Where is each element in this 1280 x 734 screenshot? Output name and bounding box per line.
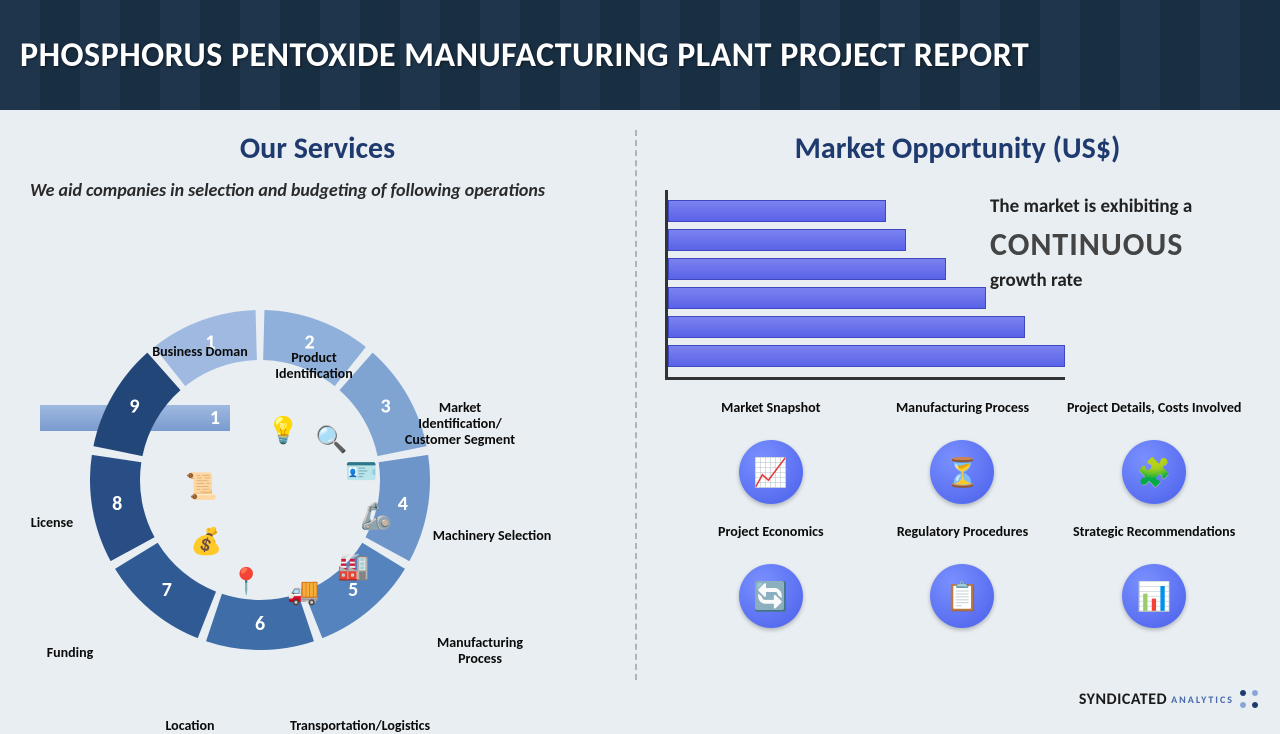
segment-icon-6: 🚚 — [287, 575, 319, 607]
services-heading: Our Services — [30, 130, 605, 167]
growth-bar-6 — [668, 345, 1065, 367]
growth-post: growth rate — [990, 269, 1082, 292]
brand-logo: SYNDICATED ANALYTICS — [1079, 688, 1260, 710]
segment-icon-7: 📍 — [230, 565, 262, 597]
growth-bar-4 — [668, 287, 986, 309]
segment-label-6: Transportation/Logistics — [290, 718, 410, 734]
segment-number-9: 9 — [129, 394, 139, 418]
segment-icon-8: 💰 — [190, 525, 222, 557]
segment-label-8: Funding — [10, 645, 130, 661]
title-banner: PHOSPHORUS PENTOXIDE MANUFACTURING PLANT… — [0, 0, 1280, 110]
segment-label-3: Market Identification/ Customer Segment — [400, 400, 520, 448]
segment-number-6: 6 — [255, 612, 265, 636]
segment-number-7: 7 — [162, 578, 172, 602]
segment-icon-2: 🔍 — [315, 423, 347, 455]
growth-bar-2 — [668, 229, 906, 251]
report-section-label-1: Market Snapshot — [675, 400, 867, 432]
report-section-label-4: Project Economics — [675, 524, 867, 556]
report-section-4: Project Economics 🔄 — [675, 524, 867, 628]
content-area: Our Services We aid companies in selecti… — [0, 110, 1280, 720]
report-section-icon-2: ⏳ — [930, 440, 994, 504]
report-section-1: Market Snapshot 📈 — [675, 400, 867, 504]
segment-icon-5: 🏭 — [337, 550, 369, 582]
services-panel: Our Services We aid companies in selecti… — [0, 110, 635, 720]
growth-text: The market is exhibiting a CONTINUOUS gr… — [990, 195, 1250, 294]
segment-label-1: Business Doman — [140, 344, 260, 360]
segment-label-7: Location — [130, 718, 250, 734]
services-subtitle: We aid companies in selection and budget… — [30, 179, 605, 202]
opportunity-panel: Market Opportunity (US$) The market is e… — [635, 110, 1280, 720]
segment-icon-9: 📜 — [185, 470, 217, 502]
growth-big: CONTINUOUS — [990, 224, 1250, 266]
growth-bar-3 — [668, 258, 946, 280]
segment-label-4: Machinery Selection — [432, 528, 552, 544]
segment-number-3: 3 — [381, 394, 391, 418]
report-section-label-3: Project Details, Costs Involved — [1058, 400, 1250, 432]
report-section-5: Regulatory Procedures 📋 — [867, 524, 1059, 628]
logo-mark-icon — [1238, 688, 1260, 710]
report-section-icon-1: 📈 — [739, 440, 803, 504]
report-section-icon-5: 📋 — [930, 564, 994, 628]
segment-icon-3: 🪪 — [345, 455, 377, 487]
report-section-icon-6: 📊 — [1122, 564, 1186, 628]
segment-label-2: Product Identification — [254, 350, 374, 382]
page-title: PHOSPHORUS PENTOXIDE MANUFACTURING PLANT… — [20, 35, 1029, 76]
report-section-2: Manufacturing Process ⏳ — [867, 400, 1059, 504]
segment-icon-4: 🦾 — [360, 500, 392, 532]
report-section-icon-3: 🧩 — [1122, 440, 1186, 504]
report-section-3: Project Details, Costs Involved 🧩 — [1058, 400, 1250, 504]
logo-main: SYNDICATED — [1079, 690, 1167, 709]
report-sections-grid: Market Snapshot 📈 Manufacturing Process ⏳ Pr… — [675, 400, 1250, 628]
opportunity-heading: Market Opportunity (US$) — [665, 130, 1250, 167]
segment-label-9: License — [0, 515, 112, 531]
report-section-icon-4: 🔄 — [739, 564, 803, 628]
growth-bar-5 — [668, 316, 1025, 338]
report-section-6: Strategic Recommendations 📊 — [1058, 524, 1250, 628]
growth-pre: The market is exhibiting a — [990, 195, 1192, 218]
report-section-label-5: Regulatory Procedures — [867, 524, 1059, 556]
segment-icon-1: 💡 — [267, 414, 299, 446]
report-section-label-2: Manufacturing Process — [867, 400, 1059, 432]
segment-number-4: 4 — [398, 492, 408, 516]
growth-bar-1 — [668, 200, 886, 222]
segment-number-8: 8 — [112, 492, 122, 516]
logo-sub: ANALYTICS — [1171, 693, 1234, 706]
report-section-label-6: Strategic Recommendations — [1058, 524, 1250, 556]
segment-label-5: Manufacturing Process — [420, 635, 540, 667]
